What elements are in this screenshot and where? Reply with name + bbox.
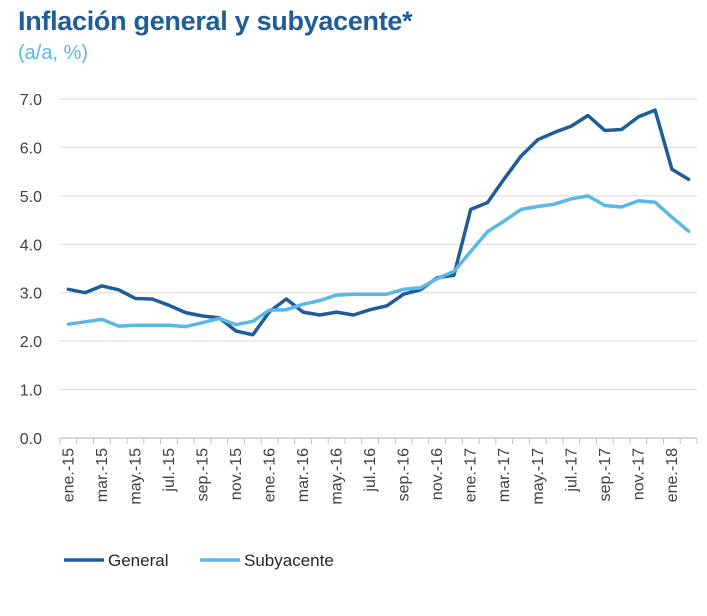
x-tick-label: nov.-17: [630, 448, 647, 500]
x-tick-label: mar.-15: [94, 448, 111, 502]
x-tick-label: jul.-17: [563, 448, 580, 493]
legend: General Subyacente: [64, 551, 334, 570]
x-tick-label: ene.-16: [262, 448, 279, 502]
legend-label-general: General: [108, 551, 168, 570]
y-tick-label: 2.0: [20, 334, 42, 351]
x-tick-label: mar.-17: [496, 448, 513, 502]
x-tick-label: may.-16: [329, 448, 346, 505]
x-tick-label: sep.-15: [194, 448, 211, 501]
legend-label-subyacente: Subyacente: [244, 551, 334, 570]
y-tick-label: 0.0: [20, 431, 42, 448]
chart-title: Inflación general y subyacente*: [18, 6, 413, 36]
x-tick-label: mar.-16: [295, 448, 312, 502]
x-tick-label: nov.-15: [228, 448, 245, 500]
x-tick-label: jul.-15: [161, 448, 178, 493]
x-tick-label: sep.-17: [597, 448, 614, 501]
grid-lines: [60, 98, 697, 391]
x-axis: ene.-15 mar.-15 may.-15 jul.-15 sep.-15 nov.-…: [59, 437, 698, 505]
chart-subtitle: (a/a, %): [18, 42, 89, 64]
x-tick-label: may.-15: [127, 448, 144, 505]
x-tick-label: jul.-16: [362, 448, 379, 493]
x-tick-label: ene.-18: [664, 448, 681, 502]
series-line-subyacente: [66, 194, 691, 329]
x-tick-label: ene.-15: [60, 448, 77, 502]
y-tick-label: 1.0: [20, 383, 42, 400]
x-tick-label: ene.-17: [463, 448, 480, 502]
y-axis-labels: 0.0 1.0 2.0 3.0 4.0 5.0 6.0 7.0: [20, 92, 42, 448]
y-tick-label: 3.0: [20, 286, 42, 303]
series-lines: [66, 108, 691, 337]
y-tick-label: 7.0: [20, 92, 42, 109]
x-tick-label: may.-17: [530, 448, 547, 505]
y-tick-label: 5.0: [20, 189, 42, 206]
x-tick-label: sep.-16: [396, 448, 413, 501]
y-tick-label: 6.0: [20, 140, 42, 157]
series-line-general: [66, 108, 691, 337]
x-tick-label: nov.-16: [429, 448, 446, 500]
y-tick-label: 4.0: [20, 237, 42, 254]
